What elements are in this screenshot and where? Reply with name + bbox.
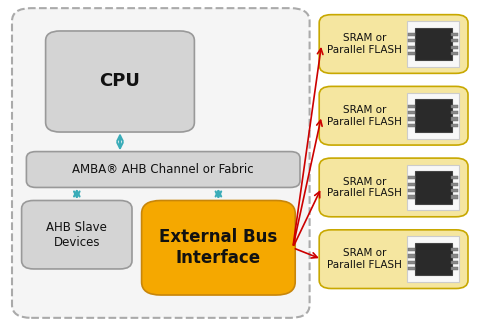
- FancyBboxPatch shape: [26, 152, 300, 187]
- FancyBboxPatch shape: [451, 195, 458, 199]
- FancyBboxPatch shape: [451, 189, 458, 192]
- FancyBboxPatch shape: [408, 33, 415, 36]
- FancyBboxPatch shape: [451, 248, 458, 251]
- FancyBboxPatch shape: [408, 254, 415, 258]
- FancyBboxPatch shape: [451, 176, 458, 180]
- FancyBboxPatch shape: [408, 46, 415, 49]
- FancyBboxPatch shape: [451, 33, 458, 36]
- FancyBboxPatch shape: [408, 183, 415, 186]
- FancyBboxPatch shape: [415, 171, 452, 204]
- FancyBboxPatch shape: [415, 99, 452, 132]
- FancyBboxPatch shape: [408, 189, 415, 192]
- FancyBboxPatch shape: [407, 165, 459, 210]
- Text: External Bus
Interface: External Bus Interface: [159, 228, 277, 267]
- FancyBboxPatch shape: [408, 39, 415, 42]
- FancyBboxPatch shape: [451, 39, 458, 42]
- FancyBboxPatch shape: [408, 261, 415, 264]
- FancyBboxPatch shape: [451, 267, 458, 270]
- FancyBboxPatch shape: [408, 267, 415, 270]
- FancyBboxPatch shape: [451, 254, 458, 258]
- FancyBboxPatch shape: [407, 236, 459, 282]
- FancyBboxPatch shape: [408, 111, 415, 114]
- FancyBboxPatch shape: [319, 158, 468, 217]
- FancyBboxPatch shape: [451, 52, 458, 55]
- FancyBboxPatch shape: [12, 8, 310, 318]
- FancyBboxPatch shape: [408, 117, 415, 121]
- Text: CPU: CPU: [99, 72, 141, 91]
- FancyBboxPatch shape: [407, 21, 459, 67]
- FancyBboxPatch shape: [408, 248, 415, 251]
- FancyBboxPatch shape: [451, 111, 458, 114]
- FancyBboxPatch shape: [451, 183, 458, 186]
- FancyBboxPatch shape: [319, 86, 468, 145]
- Text: AHB Slave
Devices: AHB Slave Devices: [47, 221, 107, 249]
- FancyBboxPatch shape: [451, 46, 458, 49]
- Text: SRAM or
Parallel FLASH: SRAM or Parallel FLASH: [327, 33, 402, 55]
- FancyBboxPatch shape: [408, 195, 415, 199]
- FancyBboxPatch shape: [46, 31, 194, 132]
- FancyBboxPatch shape: [408, 176, 415, 180]
- FancyBboxPatch shape: [22, 200, 132, 269]
- FancyBboxPatch shape: [319, 15, 468, 73]
- Text: AMBA® AHB Channel or Fabric: AMBA® AHB Channel or Fabric: [72, 163, 254, 176]
- FancyBboxPatch shape: [408, 52, 415, 55]
- FancyBboxPatch shape: [142, 200, 295, 295]
- FancyBboxPatch shape: [451, 117, 458, 121]
- FancyBboxPatch shape: [407, 93, 459, 139]
- Text: SRAM or
Parallel FLASH: SRAM or Parallel FLASH: [327, 177, 402, 198]
- FancyBboxPatch shape: [451, 124, 458, 127]
- FancyBboxPatch shape: [408, 124, 415, 127]
- FancyBboxPatch shape: [451, 261, 458, 264]
- Text: SRAM or
Parallel FLASH: SRAM or Parallel FLASH: [327, 105, 402, 126]
- Text: SRAM or
Parallel FLASH: SRAM or Parallel FLASH: [327, 248, 402, 270]
- FancyBboxPatch shape: [415, 28, 452, 60]
- FancyBboxPatch shape: [451, 105, 458, 108]
- FancyBboxPatch shape: [415, 243, 452, 275]
- FancyBboxPatch shape: [408, 105, 415, 108]
- FancyBboxPatch shape: [319, 230, 468, 289]
